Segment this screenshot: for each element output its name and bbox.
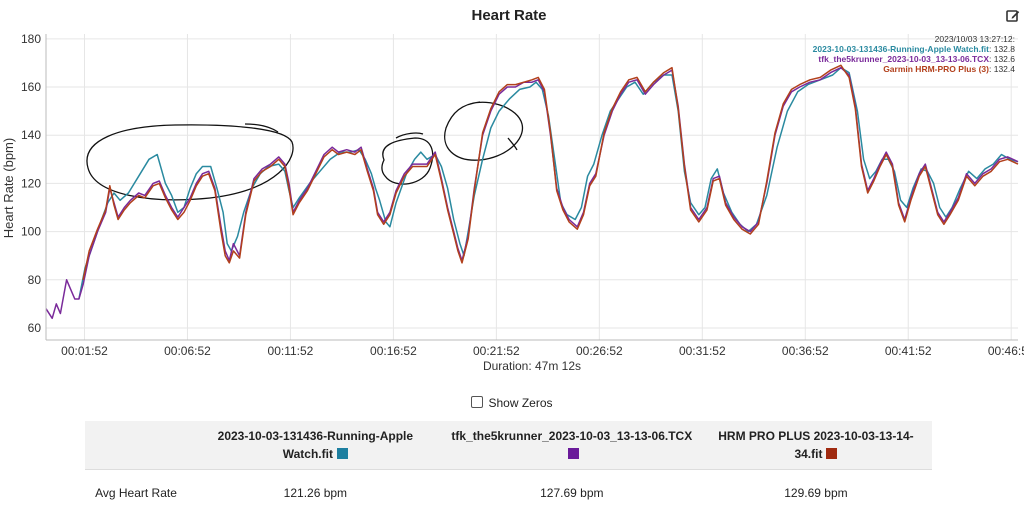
table-header-empty — [85, 421, 187, 470]
y-tick-label: 180 — [21, 32, 41, 46]
table-row: Avg Heart Rate 121.26 bpm 127.69 bpm 129… — [85, 469, 932, 516]
x-tick-label: 00:11:52 — [268, 344, 314, 358]
legend-entry-apple-watch[interactable]: 2023-10-03-131436-Running-Apple Watch.fi… — [812, 44, 1015, 54]
annotation-circle-3 — [444, 101, 524, 161]
edit-icon[interactable] — [1006, 9, 1020, 23]
hand-drawn-circles — [86, 101, 524, 201]
y-tick-label: 80 — [28, 273, 42, 287]
x-tick-label: 00:36:52 — [782, 344, 829, 358]
show-zeros-checkbox[interactable] — [471, 396, 484, 408]
x-tick-label: 00:46:52 — [988, 344, 1024, 358]
x-tick-label: 00:31:52 — [679, 344, 726, 358]
series-line-2 — [45, 66, 1019, 320]
x-tick-label: 00:16:52 — [370, 344, 417, 358]
annotation-circle-2 — [381, 132, 434, 185]
y-tick-label: 140 — [21, 128, 41, 142]
table-header-garmin: HRM PRO PLUS 2023-10-03-13-14-34.fit — [699, 421, 932, 470]
avg-hr-tcx: 127.69 bpm — [443, 469, 700, 516]
avg-hr-garmin: 129.69 bpm — [699, 469, 932, 516]
y-tick-label: 120 — [21, 176, 41, 190]
header-label: tfk_the5krunner_2023-10-03_13-13-06.TCX — [451, 429, 693, 443]
y-axis-label: Heart Rate (bpm) — [1, 138, 16, 238]
avg-hr-apple-watch: 121.26 bpm — [187, 469, 444, 516]
table-header-apple-watch: 2023-10-03-131436-Running-Apple Watch.fi… — [187, 421, 444, 470]
legend-series-name: 2023-10-03-131436-Running-Apple Watch.fi… — [812, 44, 989, 54]
row-label-avg-heart-rate: Avg Heart Rate — [85, 469, 187, 516]
legend-cursor-time: 2023/10/03 13:27:12: — [934, 34, 1015, 44]
y-tick-label: 160 — [21, 80, 41, 94]
header-label: HRM PRO PLUS 2023-10-03-13-14-34.fit — [718, 429, 914, 461]
color-swatch — [826, 448, 838, 459]
table-header-tcx: tfk_the5krunner_2023-10-03_13-13-06.TCX — [443, 421, 700, 470]
series-line-3 — [82, 64, 1019, 280]
x-tick-label: 00:41:52 — [885, 344, 932, 358]
grid — [46, 34, 1018, 340]
x-tick-label: 00:26:52 — [576, 344, 623, 358]
chart-title: Heart Rate — [471, 7, 547, 24]
legend-series-name: tfk_the5krunner_2023-10-03_13-13-06.TCX — [818, 54, 989, 64]
legend-series-value: 132.4 — [993, 64, 1015, 74]
legend-entry-tcx[interactable]: tfk_the5krunner_2023-10-03_13-13-06.TCX:… — [818, 54, 1015, 64]
series-line-1 — [78, 66, 1019, 300]
x-axis-label: Duration: 47m 12s — [483, 359, 581, 373]
series-lines — [45, 64, 1019, 320]
color-swatch — [336, 448, 348, 459]
x-tick-label: 00:21:52 — [473, 344, 520, 358]
summary-table: 2023-10-03-131436-Running-Apple Watch.fi… — [85, 421, 932, 516]
axes: 60 80 100 120 140 160 180 00:01:52 00:06:52 00:11… — [21, 32, 1024, 358]
x-tick-label: 00:06:52 — [164, 344, 211, 358]
heart-rate-chart[interactable]: 60 80 100 120 140 160 180 00:01:52 00:06:52 00:11… — [0, 0, 1024, 390]
legend-series-value: 132.8 — [993, 44, 1015, 54]
table-header-row: 2023-10-03-131436-Running-Apple Watch.fi… — [85, 421, 932, 470]
y-tick-label: 60 — [28, 321, 42, 335]
annotation-circle-1 — [86, 123, 294, 201]
legend-entry-garmin[interactable]: Garmin HRM-PRO Plus (3): 132.4 — [883, 64, 1015, 74]
show-zeros-toggle[interactable]: Show Zeros — [0, 396, 1024, 410]
y-tick-label: 100 — [21, 225, 41, 239]
legend-series-name: Garmin HRM-PRO Plus (3) — [883, 64, 989, 74]
show-zeros-label: Show Zeros — [488, 396, 553, 410]
x-tick-label: 00:01:52 — [61, 344, 108, 358]
color-swatch — [568, 448, 580, 459]
header-label: 2023-10-03-131436-Running-Apple Watch.fi… — [217, 429, 414, 461]
legend: 2023/10/03 13:27:12: 2023-10-03-131436-R… — [813, 34, 1015, 74]
legend-series-value: 132.6 — [993, 54, 1015, 64]
